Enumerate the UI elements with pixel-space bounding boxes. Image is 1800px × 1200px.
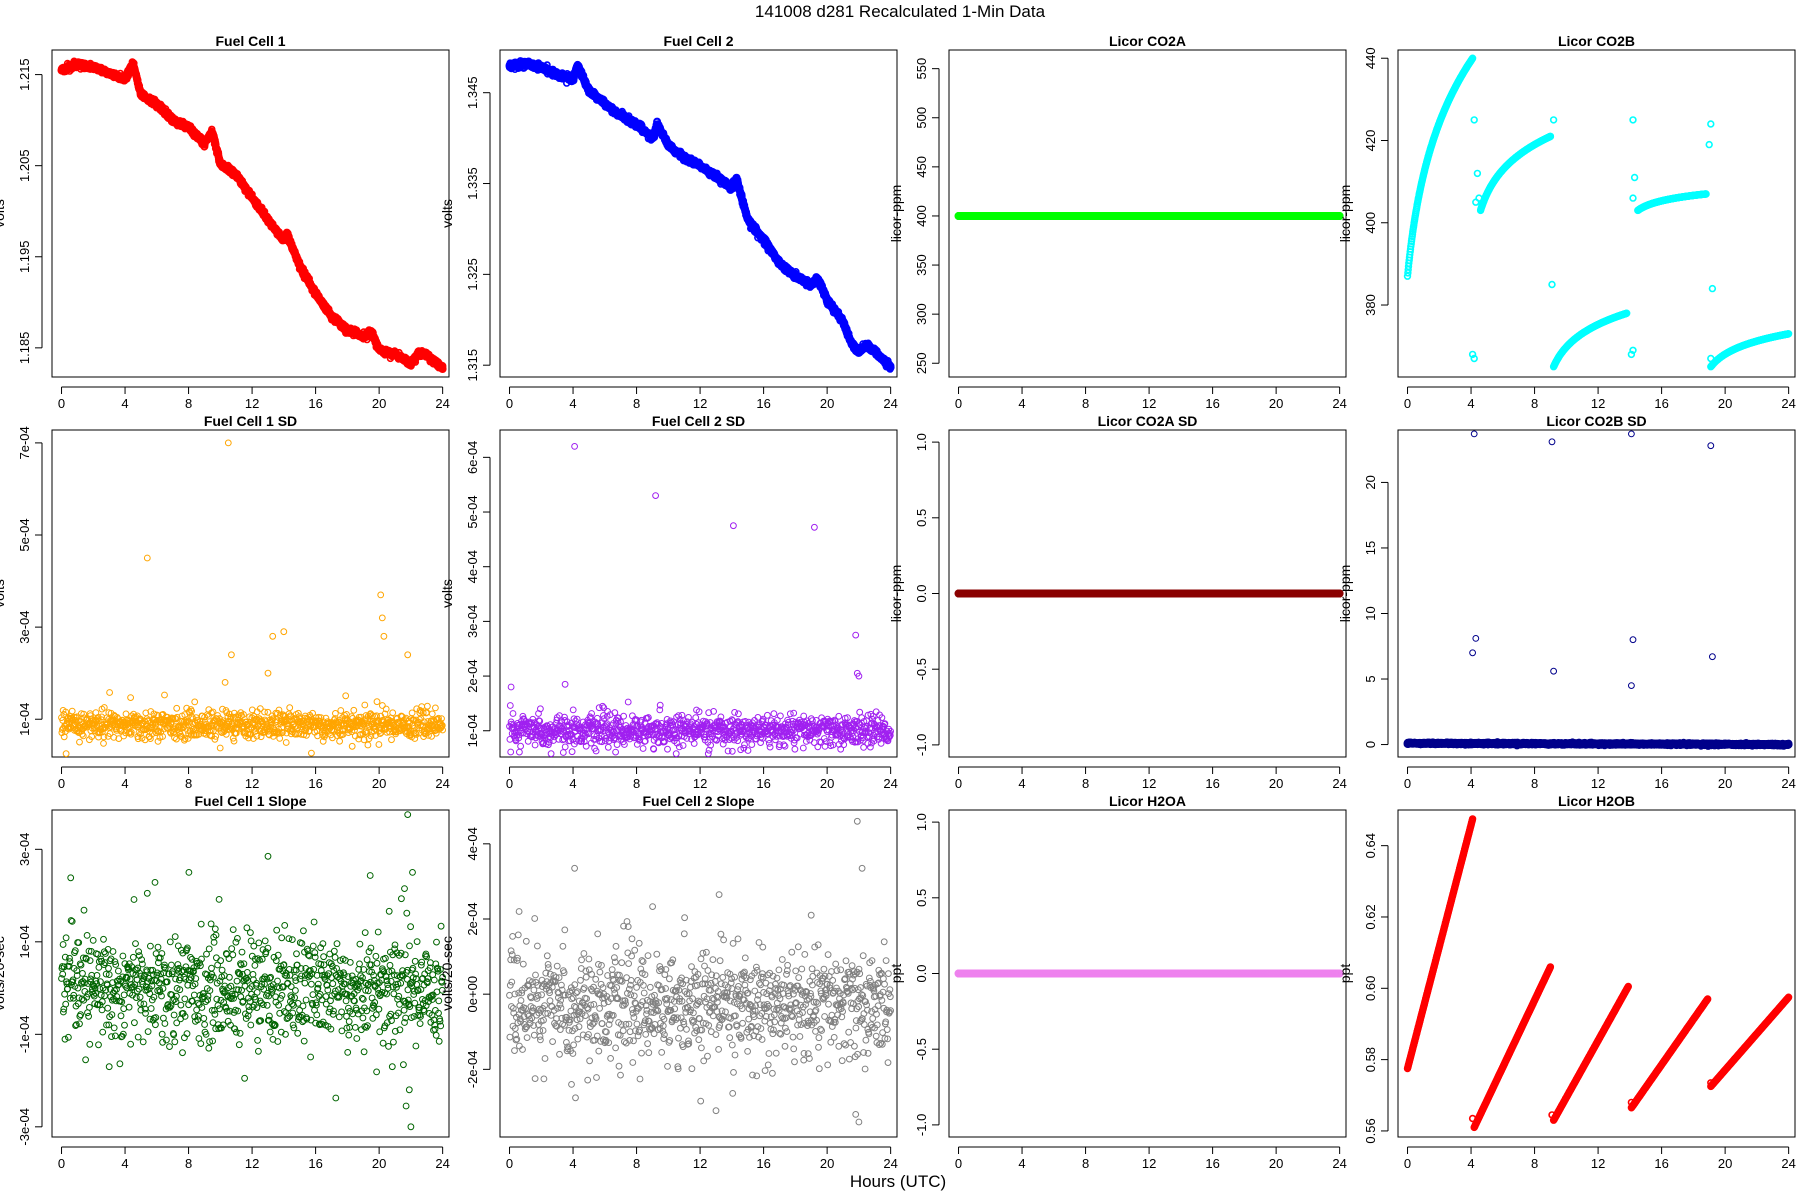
- y-tick-label: 500: [914, 107, 929, 129]
- x-tick-label: 20: [1269, 396, 1283, 411]
- plot-frame: [51, 49, 450, 378]
- plot-frame: [499, 49, 898, 378]
- panel-title: Licor CO2A: [1109, 33, 1186, 49]
- x-axis-label: Hours (UTC): [850, 1172, 946, 1191]
- y-tick-label: 1.195: [17, 240, 32, 273]
- main-title: 141008 d281 Recalculated 1-Min Data: [755, 2, 1046, 21]
- x-tick-label: 8: [185, 396, 192, 411]
- y-tick-label: 1.325: [465, 258, 480, 291]
- y-axis-label: licor-ppm: [888, 185, 904, 243]
- y-tick-label: 250: [914, 352, 929, 374]
- x-tick-label: 0: [58, 396, 65, 411]
- y-tick-label: 1.215: [17, 58, 32, 91]
- panel-title: Fuel Cell 2: [663, 33, 733, 49]
- x-tick-label: 0: [506, 396, 513, 411]
- y-tick-label: 450: [914, 156, 929, 178]
- panel-2: Fuel Cell 2 volts 0 4 8 12 16 20 24 1.315 1.325 1.3…: [439, 33, 898, 411]
- x-tick-label: 16: [1205, 396, 1219, 411]
- x-tick-label: 8: [1082, 396, 1089, 411]
- y-tick-label: 550: [914, 58, 929, 80]
- x-tick-label: 12: [245, 396, 259, 411]
- data-points: [57, 57, 447, 374]
- x-tick-label: 4: [569, 396, 576, 411]
- x-tick-label: 24: [883, 396, 897, 411]
- x-tick-label: 4: [121, 396, 128, 411]
- y-tick-label: 1.315: [465, 349, 480, 382]
- panel-3: Licor CO2A licor-ppm 0 4 8 12 16 20 24 250 300 350 4…: [888, 33, 1347, 411]
- x-tick-label: 8: [633, 396, 640, 411]
- x-tick-label: 16: [308, 396, 322, 411]
- x-tick-label: 12: [1142, 396, 1156, 411]
- x-tick-label: 24: [1332, 396, 1346, 411]
- y-tick-label: 1.345: [465, 76, 480, 109]
- x-tick-label: 4: [1018, 396, 1025, 411]
- data-points: [954, 212, 1344, 221]
- y-axis-label: volts: [439, 199, 455, 228]
- panel-title: Fuel Cell 1: [215, 33, 285, 49]
- panel-1: Fuel Cell 1 volts 0 4 8 12 16 20 24 1.185 1.195 1.2…: [0, 33, 450, 411]
- y-tick-label: 350: [914, 254, 929, 276]
- panels: Fuel Cell 1 volts 0 4 8 12 16 20 24 1.185 1.195 1.2…: [0, 33, 1796, 1171]
- x-tick-label: 16: [756, 396, 770, 411]
- y-tick-label: 1.205: [17, 149, 32, 182]
- x-tick-label: 12: [693, 396, 707, 411]
- y-axis-label: volts: [0, 199, 7, 228]
- x-tick-label: 20: [372, 396, 386, 411]
- y-tick-label: 400: [914, 205, 929, 227]
- y-tick-label: 1.335: [465, 167, 480, 200]
- y-tick-label: 300: [914, 303, 929, 325]
- data-points: [505, 57, 895, 373]
- y-tick-label: 1.185: [17, 332, 32, 365]
- x-tick-label: 0: [955, 396, 962, 411]
- x-tick-label: 24: [435, 396, 449, 411]
- x-tick-label: 20: [820, 396, 834, 411]
